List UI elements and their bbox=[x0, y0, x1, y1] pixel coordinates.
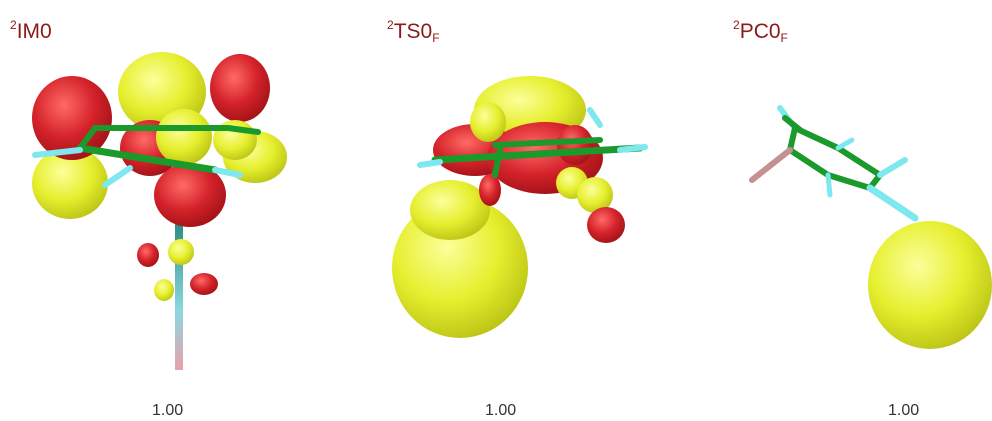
im0-small-yellow-lobe-1 bbox=[168, 239, 194, 265]
im0-red-lobe-bottom bbox=[154, 163, 226, 227]
im0-small-red-lobe-1 bbox=[137, 243, 159, 267]
value-label-im0: 1.00 bbox=[152, 402, 184, 419]
value-label-ts0f: 1.00 bbox=[485, 402, 517, 419]
value-label-pc0f: 1.00 bbox=[888, 402, 920, 419]
pc0f-orbital bbox=[749, 105, 992, 349]
ts0f-yellow-lobe-neck bbox=[410, 180, 490, 240]
ts0f-red-lobe-small-bottom bbox=[479, 174, 501, 206]
im0-orbital bbox=[32, 52, 287, 370]
ts0f-red-lobe-small-right bbox=[557, 125, 593, 165]
ts0f-yellow-lobe-small-left bbox=[470, 102, 506, 142]
ts0f-yellow-lobe-small-2 bbox=[577, 177, 613, 213]
im0-red-lobe-top-right bbox=[210, 54, 270, 122]
im0-red-lobe-left-top bbox=[32, 76, 112, 160]
im0-molecule-bonds bbox=[32, 125, 261, 188]
im0-small-red-lobe-2 bbox=[190, 273, 218, 295]
im0-yellow-lobe-left-low bbox=[32, 147, 108, 219]
panel-label-ts0f: 2TS0F bbox=[387, 18, 440, 45]
im0-yellow-lobe-mid bbox=[156, 109, 212, 165]
ts0f-molecule-bonds bbox=[417, 107, 648, 178]
pc0f-big-yellow-lobe bbox=[868, 221, 992, 349]
panel-label-pc0f: 2PC0F bbox=[733, 18, 788, 45]
panel-label-im0: 2IM0 bbox=[10, 18, 52, 43]
im0-small-yellow-lobe-2 bbox=[154, 279, 174, 301]
pc0f-molecule-bonds bbox=[749, 105, 919, 222]
ts0f-orbital bbox=[392, 76, 648, 338]
ts0f-red-lobe-small-far bbox=[587, 207, 625, 243]
im0-tail-bond bbox=[175, 220, 183, 370]
